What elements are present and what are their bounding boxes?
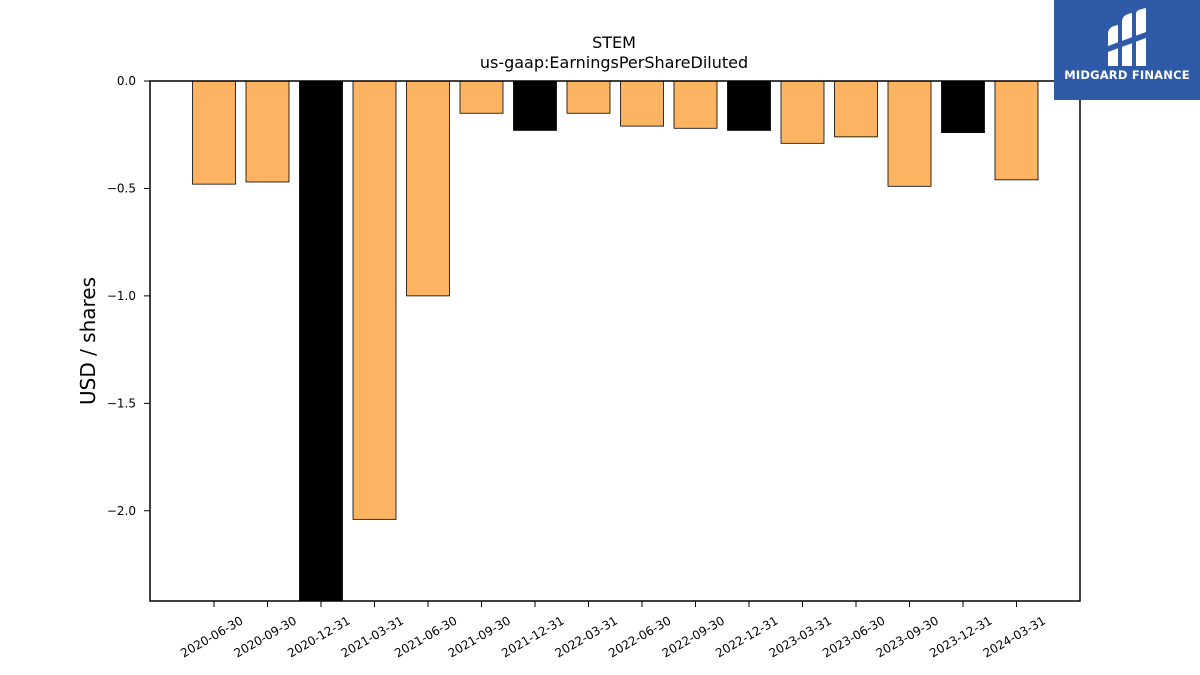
bar-2022-03-31 [566,80,611,114]
y-axis-label: USD / shares [76,277,100,405]
bar-2022-09-30 [673,80,718,129]
plot-frame [149,80,1081,602]
y-tick-label: 0.0 [117,74,136,88]
bar-2020-09-30 [245,80,290,183]
bar-2023-03-31 [780,80,825,144]
x-axis-ticks: 2020-06-302020-09-302020-12-312021-03-31… [178,601,1048,660]
bar-2021-12-31 [513,80,557,131]
bar-2024-03-31 [994,80,1039,181]
bar-2020-06-30 [192,80,236,185]
bar-2023-06-30 [834,80,878,138]
bar-2021-06-30 [406,80,450,297]
y-tick-label: −1.5 [107,396,136,410]
bar-2021-09-30 [459,80,504,114]
y-tick-label: −2.0 [107,504,136,518]
y-tick-label: −0.5 [107,181,136,195]
bar-2020-12-31 [299,80,343,602]
bar-2022-06-30 [620,80,664,127]
bar-2022-12-31 [727,80,771,131]
midgard-logo-icon [1108,8,1146,66]
bar-2021-03-31 [352,80,397,520]
bar-2023-12-31 [941,80,985,133]
y-tick-label: −1.0 [107,289,136,303]
chart-title: STEM [592,33,636,52]
logo-text: MIDGARD FINANCE [1064,68,1190,82]
bar-2023-09-30 [887,80,932,187]
bars-layer [192,80,1039,602]
midgard-finance-logo: MIDGARD FINANCE [1054,0,1200,100]
y-axis-ticks: 0.0 −0.5 −1.0 −1.5 −2.0 [107,74,150,518]
chart-subtitle: us-gaap:EarningsPerShareDiluted [480,53,748,72]
